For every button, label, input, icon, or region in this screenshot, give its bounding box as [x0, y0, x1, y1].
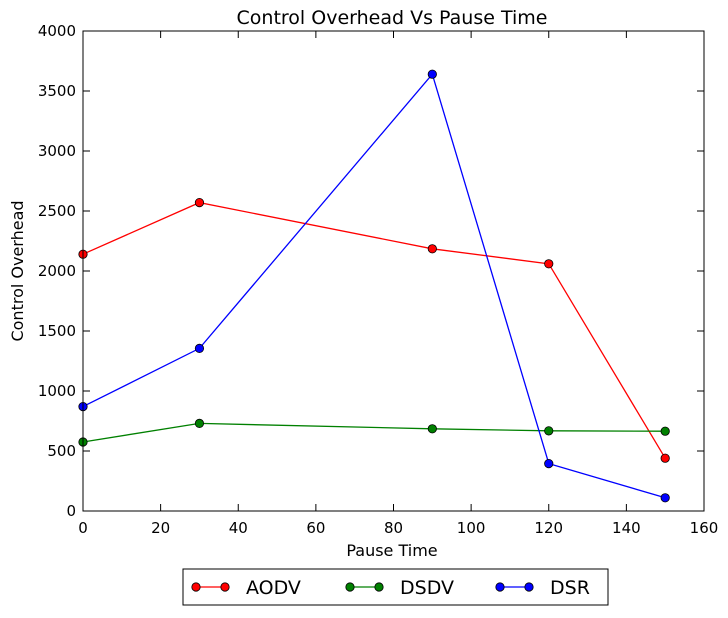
y-tick-label: 500	[47, 442, 76, 460]
plot-frame	[82, 30, 705, 512]
y-axis-title: Control Overhead	[8, 200, 27, 341]
dsdv-point	[194, 418, 205, 428]
legend-label: DSDV	[400, 577, 454, 599]
legend-items: AODV DSDV DSR	[191, 577, 590, 599]
x-tick-label: 20	[151, 519, 170, 537]
legend-marker	[524, 582, 534, 592]
x-tick-label: 40	[229, 519, 248, 537]
x-tick-label: 160	[690, 519, 719, 537]
y-tick-label: 3000	[38, 142, 76, 160]
axis-ticks: 0 20 40 60 80 100 120 140 160 0 500 1000 1500 2000 250…	[38, 22, 719, 537]
dsr-point	[194, 343, 205, 353]
x-tick-label: 80	[384, 519, 403, 537]
dsdv-point	[427, 424, 437, 434]
series-aodv	[78, 198, 670, 463]
legend-frame	[182, 568, 609, 606]
legend-label: DSR	[550, 577, 590, 599]
legend-marker	[191, 582, 201, 592]
dsr-point	[544, 458, 554, 469]
dsdv-point	[660, 426, 670, 436]
chart-title: Control Overhead Vs Pause Time	[237, 7, 548, 29]
aodv-point	[544, 259, 554, 269]
series-layer	[78, 69, 670, 503]
x-tick-label: 0	[78, 519, 88, 537]
y-tick-label: 1000	[38, 382, 76, 400]
y-tick-label: 2000	[38, 262, 76, 280]
legend-marker	[495, 582, 505, 592]
aodv-point	[660, 453, 670, 463]
y-tick-label: 2500	[38, 202, 76, 220]
y-tick-label: 0	[66, 502, 76, 520]
dsdv-line	[82, 422, 666, 443]
y-tick-label: 4000	[38, 22, 76, 40]
legend-marker	[345, 582, 355, 592]
dsr-point	[427, 69, 437, 79]
series-dsdv	[78, 418, 670, 447]
legend-label: AODV	[246, 577, 301, 599]
legend-item-dsr: DSR	[495, 577, 590, 599]
dsr-point	[660, 493, 670, 503]
y-tick-label: 1500	[38, 322, 76, 340]
legend-item-aodv: AODV	[191, 577, 301, 599]
x-tick-label: 140	[612, 519, 641, 537]
legend: AODV DSDV DSR	[182, 568, 609, 606]
x-axis-title: Pause Time	[346, 541, 437, 560]
dsr-line	[82, 72, 666, 499]
legend-item-dsdv: DSDV	[345, 577, 454, 599]
x-tick-label: 100	[457, 519, 486, 537]
dsdv-point	[544, 426, 554, 436]
legend-marker	[220, 582, 230, 592]
y-tick-label: 3500	[38, 82, 76, 100]
aodv-line	[82, 201, 666, 459]
series-dsr	[78, 69, 670, 503]
aodv-point	[427, 244, 437, 254]
x-tick-label: 120	[534, 519, 563, 537]
legend-marker	[374, 582, 384, 592]
aodv-point	[194, 198, 205, 208]
x-tick-label: 60	[306, 519, 325, 537]
